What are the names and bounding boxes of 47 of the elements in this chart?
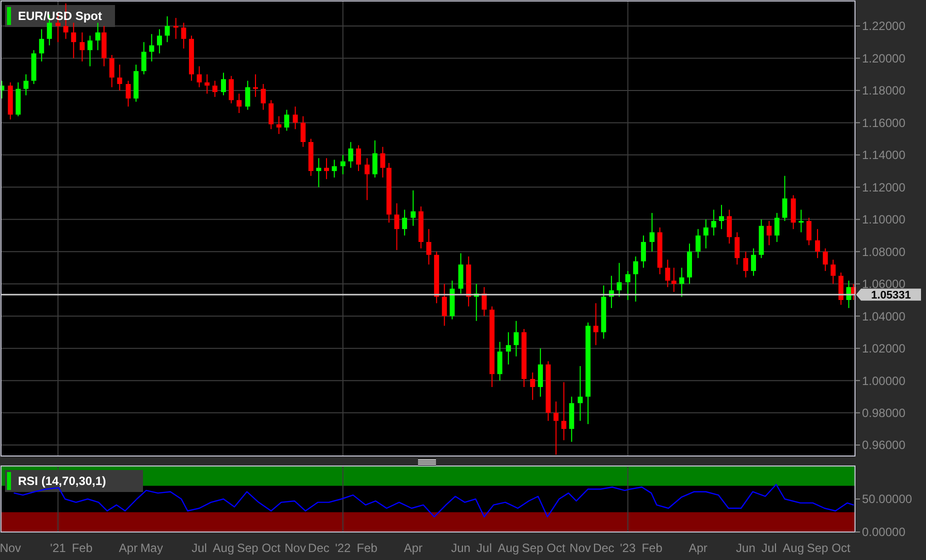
y-tick-label: 1.10000 <box>862 212 906 227</box>
x-tick-label: Feb <box>356 541 378 555</box>
y-tick-label: 0.00000 <box>862 525 906 540</box>
x-tick-label: Nov <box>0 541 22 555</box>
text: RSI (14,70,30,1) <box>18 474 106 488</box>
y-tick-label: 0.96000 <box>862 438 906 452</box>
x-tick-label: Aug <box>782 541 804 555</box>
y-tick-label: 0.98000 <box>862 406 906 420</box>
x-tick-label: Apr <box>688 541 708 555</box>
x-tick-label: '22 <box>335 541 352 555</box>
x-tick-label: Jun <box>451 541 470 555</box>
y-tick-label: 1.06000 <box>862 277 906 292</box>
y-tick-label: 1.02000 <box>862 342 906 356</box>
x-tick-label: '23 <box>620 541 636 555</box>
y-tick-label: 1.04000 <box>862 309 906 324</box>
y-tick-label: 1.16000 <box>862 116 906 130</box>
x-tick-label: Jun <box>736 541 756 555</box>
y-tick-label: 1.14000 <box>862 148 906 162</box>
y-tick-label: 1.08000 <box>862 244 906 259</box>
x-tick-label: Jul <box>761 541 777 555</box>
x-tick-label: Apr <box>404 541 423 555</box>
y-tick-label: 50.00000 <box>862 492 912 506</box>
y-tick-label: 1.20000 <box>862 51 906 66</box>
x-tick-label: Sep <box>806 541 829 555</box>
x-tick-label: Sep <box>236 541 259 555</box>
x-tick-label: Sep <box>522 541 544 555</box>
x-tick-label: Nov <box>284 541 306 555</box>
x-tick-label: Feb <box>72 541 93 555</box>
x-tick-label: May <box>140 541 163 555</box>
x-tick-label: Jul <box>476 541 492 555</box>
x-tick-label: Nov <box>570 541 591 555</box>
y-tick-label: 1.22000 <box>862 19 906 34</box>
x-tick-label: Jul <box>192 541 207 555</box>
ref-line-label: 1.05331 <box>871 289 911 302</box>
x-tick-label: Dec <box>308 541 330 555</box>
y-tick-label: 1.18000 <box>862 84 906 98</box>
x-tick-label: '21 <box>50 541 66 555</box>
x-tick-label: Oct <box>262 541 282 555</box>
y-tick-label: 1.00000 <box>862 374 906 388</box>
x-tick-label: Aug <box>498 541 520 555</box>
x-tick-label: Apr <box>118 541 138 555</box>
y-tick-label: 1.12000 <box>862 180 906 194</box>
x-tick-label: Dec <box>592 541 614 555</box>
x-tick-label: Oct <box>832 541 851 555</box>
x-tick-label: Feb <box>642 541 663 555</box>
x-tick-label: Aug <box>212 541 234 555</box>
x-tick-label: Oct <box>546 541 566 555</box>
